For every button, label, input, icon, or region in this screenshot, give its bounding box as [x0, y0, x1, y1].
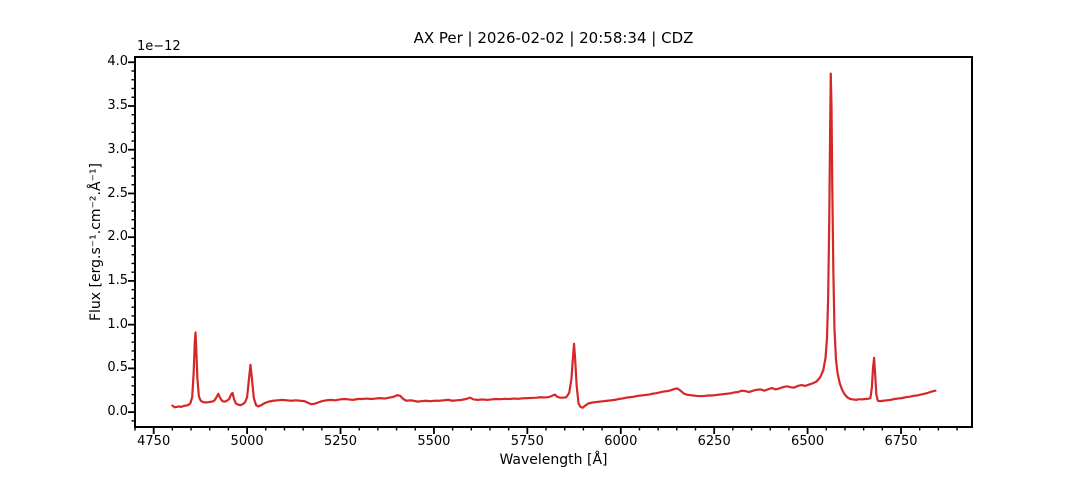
x-tick-label: 5000	[230, 434, 264, 449]
x-tick-label: 4750	[137, 434, 171, 449]
y-tick-label: 2.0	[107, 229, 128, 245]
y-tick-label: 4.0	[107, 54, 128, 70]
y-tick-label: 0.5	[107, 360, 128, 376]
y-axis-offset-label: 1e−12	[137, 39, 181, 54]
x-tick-label: 6500	[791, 434, 825, 449]
x-tick-label: 6750	[884, 434, 918, 449]
x-tick-label: 5250	[323, 434, 358, 449]
y-tick-label: 2.5	[107, 185, 128, 201]
y-tick-label: 1.0	[107, 316, 128, 332]
chart-title: AX Per | 2026-02-02 | 20:58:34 | CDZ	[413, 29, 694, 47]
y-tick-label: 1.5	[107, 272, 128, 288]
y-tick-label: 3.0	[107, 141, 128, 157]
x-axis-label: Wavelength [Å]	[499, 452, 608, 468]
x-tick-label: 6000	[604, 434, 638, 449]
spectrum-line	[171, 72, 937, 409]
x-tick-label: 5750	[510, 434, 544, 449]
x-tick-label: 6250	[697, 434, 731, 449]
y-tick-label: 3.5	[107, 98, 128, 113]
x-tick-label: 5500	[417, 434, 451, 449]
axes-frame	[134, 56, 973, 428]
y-tick-label: 0.0	[107, 404, 128, 420]
